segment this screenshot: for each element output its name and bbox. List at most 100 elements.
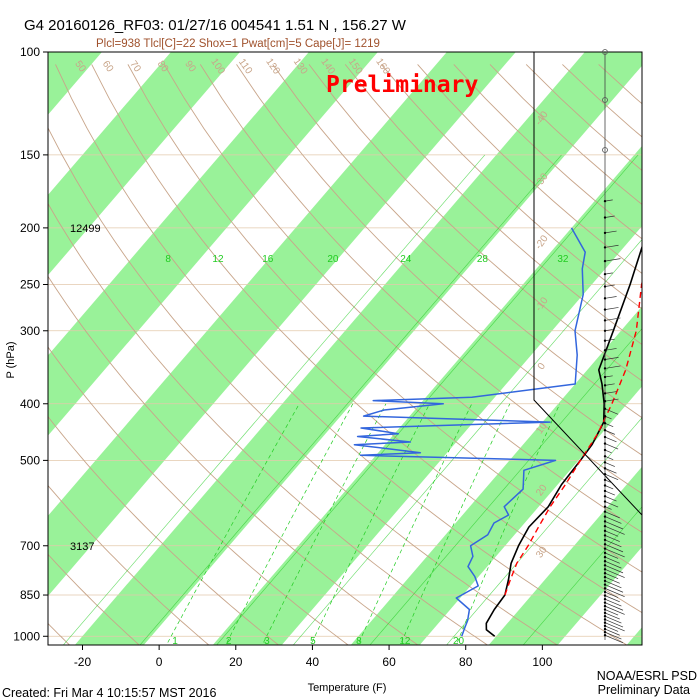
y-tick-label: 400 xyxy=(20,397,40,411)
wind-barb-dot xyxy=(603,543,607,546)
wind-barb-dot xyxy=(603,400,607,403)
wind-barb-dot xyxy=(603,630,607,634)
x-tick-label: 20 xyxy=(229,655,243,669)
y-tick-label: 150 xyxy=(20,148,40,162)
wind-barb-dot xyxy=(603,349,607,352)
wind-barb-dot xyxy=(603,524,607,528)
x-axis: -20 0 20 40 60 80 100 xyxy=(74,645,553,669)
calm-circle xyxy=(602,49,608,55)
wind-barb-dot xyxy=(603,272,607,276)
chart-subtitle: Plcl=938 Tlcl[C]=22 Shox=1 Pwat[cm]=5 Ca… xyxy=(96,38,380,50)
wind-barb xyxy=(604,383,615,386)
mixing-ratio-bottom-label: 12 xyxy=(399,636,411,647)
dry-adiabat-line xyxy=(48,346,349,645)
x-tick-label: 100 xyxy=(532,655,552,669)
height-label: 12499 xyxy=(70,223,101,235)
wind-barb xyxy=(604,564,624,574)
dry-adiabat-line xyxy=(48,126,558,645)
wind-barb xyxy=(604,628,620,636)
wind-barb-dot xyxy=(603,455,607,458)
wind-barb-dot xyxy=(603,231,607,235)
wind-barb xyxy=(604,631,622,640)
wind-barb xyxy=(604,568,625,578)
wind-barb xyxy=(604,490,615,496)
mixing-ratio-bottom-label: 2 xyxy=(226,636,232,647)
wind-barb xyxy=(604,572,619,580)
wind-barb-dot xyxy=(603,510,607,513)
wind-barb xyxy=(604,473,619,481)
dry-adiabat-line xyxy=(55,64,628,645)
wind-barb xyxy=(604,622,625,632)
wind-barb-dot xyxy=(603,579,607,583)
mixing-ratio-label: 12 xyxy=(212,254,224,265)
wind-barb xyxy=(604,609,619,616)
wind-barb xyxy=(604,634,624,644)
wind-barb-dot xyxy=(603,520,607,523)
mixing-ratio-line xyxy=(166,403,300,645)
mixing-ratio-bottom-label: 3 xyxy=(264,636,270,647)
dry-adiabat-line xyxy=(236,64,642,456)
moist-guide-line xyxy=(62,154,486,645)
wind-barb xyxy=(604,605,625,615)
y-tick-label: 100 xyxy=(20,45,40,59)
isotherm-band xyxy=(48,52,378,436)
wind-barb xyxy=(604,584,624,593)
y-tick-label: 850 xyxy=(20,588,40,602)
wind-barb xyxy=(604,556,620,564)
wind-barb-dot xyxy=(603,461,607,464)
wind-barb-dot xyxy=(603,534,607,537)
mixing-ratio-bottom-label: 1 xyxy=(172,636,178,647)
y-tick-label: 200 xyxy=(20,221,40,235)
wind-barb-dot xyxy=(603,414,607,418)
wind-barb-dot xyxy=(603,384,607,387)
wind-barb-dot xyxy=(603,575,607,579)
wind-barb xyxy=(604,539,622,548)
isotherm-band xyxy=(350,306,642,645)
wind-barb xyxy=(604,588,625,597)
mixing-ratio-lines xyxy=(62,154,642,645)
dewpoint-series-line xyxy=(353,227,586,637)
wind-barb xyxy=(604,535,620,542)
isotherm-label: 0 xyxy=(536,361,548,372)
wind-barb xyxy=(604,501,619,508)
wind-barb xyxy=(604,408,619,415)
wind-barb xyxy=(604,612,620,620)
wind-barb-dot xyxy=(603,560,607,563)
wind-barb-dot xyxy=(603,484,607,487)
dry-adiabat-line xyxy=(127,64,642,573)
wind-barb xyxy=(604,443,619,450)
wind-barb xyxy=(604,576,620,584)
wind-barb-dot xyxy=(603,422,607,425)
wind-barb xyxy=(604,525,625,535)
wind-barb-dot xyxy=(603,608,607,611)
dry-adiabat-line xyxy=(272,64,642,419)
wind-barb-dot xyxy=(603,495,607,498)
wind-barb-dot xyxy=(603,448,607,452)
wind-barb-dot xyxy=(603,285,607,288)
footer-org: NOAA/ESRL PSD xyxy=(597,669,697,683)
footer-created: Created: Fri Mar 4 10:15:57 MST 2016 xyxy=(2,686,217,700)
wind-barb xyxy=(604,615,622,624)
wind-barb-dot xyxy=(603,500,607,503)
wind-barb xyxy=(604,244,619,248)
isotherm-label: 30 xyxy=(534,544,550,560)
wind-barb xyxy=(604,580,622,589)
moist-guide-line xyxy=(522,506,642,645)
wind-barb-dot xyxy=(603,505,607,508)
dry-adiabats xyxy=(48,64,642,645)
wind-barb xyxy=(604,591,619,598)
dry-adiabat-label: 70 xyxy=(127,59,143,75)
wind-barb xyxy=(604,516,622,524)
wind-barb-dot xyxy=(603,583,607,586)
y-axis-label: P (hPa) xyxy=(5,341,17,378)
wind-barb-dot xyxy=(603,590,607,594)
panel-divider xyxy=(533,52,643,645)
wind-barb xyxy=(604,455,614,461)
mixing-ratio-line xyxy=(310,403,430,645)
wind-barb-dot xyxy=(603,429,607,432)
wind-barb-dot xyxy=(603,473,607,476)
x-tick-label: 80 xyxy=(459,655,473,669)
wind-barb xyxy=(604,375,613,378)
